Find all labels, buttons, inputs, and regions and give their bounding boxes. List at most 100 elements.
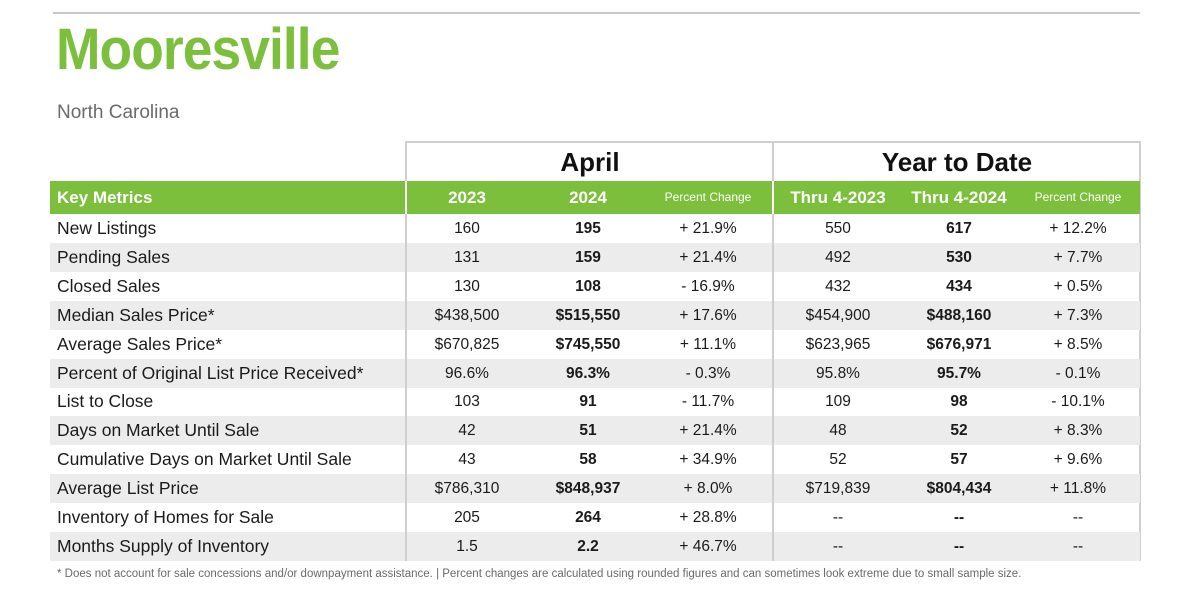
ytd-percent-change: - 10.1% [1051, 393, 1105, 411]
column-divider [405, 214, 407, 243]
april-2023-value: $786,310 [434, 480, 500, 498]
april-percent-change: + 8.0% [683, 480, 733, 498]
table-row: Cumulative Days on Market Until Sale 43 58… [50, 445, 1140, 475]
column-divider [405, 329, 407, 359]
column-divider [405, 531, 407, 561]
april-percent-change: + 21.9% [679, 220, 737, 237]
ytd-2024-value: 617 [946, 220, 972, 237]
column-divider [405, 358, 407, 388]
april-percent-change: + 11.1% [679, 335, 737, 353]
april-2024-value: 159 [575, 248, 601, 266]
april-percent-change: + 34.9% [679, 451, 737, 469]
ytd-percent-change: -- [1072, 509, 1084, 526]
metric-label: Average Sales Price* [57, 333, 223, 354]
ytd-percent-change: + 9.6% [1053, 451, 1103, 469]
metric-label: Median Sales Price* [57, 304, 215, 325]
april-2023-value: 160 [454, 220, 480, 237]
april-2024-value: $745,550 [555, 335, 621, 353]
header-ytd-2024: Thru 4-2024 [911, 188, 1007, 207]
april-2023-value: $438,500 [434, 306, 500, 324]
column-divider [772, 531, 774, 561]
april-2024-value: 58 [579, 451, 597, 469]
april-2023-value: 43 [458, 451, 476, 469]
table-header [50, 181, 1140, 214]
column-divider [405, 387, 407, 417]
metric-label: List to Close [57, 391, 154, 412]
column-divider [772, 271, 774, 301]
ytd-2023-value: -- [832, 537, 844, 555]
column-divider [772, 416, 774, 446]
column-divider [772, 387, 774, 417]
ytd-2024-value: -- [953, 537, 965, 555]
metric-label: Cumulative Days on Market Until Sale [57, 449, 352, 470]
column-divider [405, 242, 407, 272]
april-percent-change: + 28.8% [679, 509, 737, 526]
ytd-2024-value: 57 [950, 451, 968, 469]
ytd-2024-value: 52 [950, 422, 968, 440]
ytd-percent-change: + 7.3% [1053, 306, 1103, 324]
page-subtitle: North Carolina [57, 102, 180, 123]
ytd-2024-value: $676,971 [926, 335, 992, 353]
table-row: Pending Sales 131 159 + 21.4% 492 530 + 7.7% [50, 242, 1140, 272]
april-2024-value: 264 [575, 509, 601, 526]
table-row: Inventory of Homes for Sale 205 264 + 28.8%… [50, 503, 1140, 532]
april-percent-change: + 21.4% [679, 422, 737, 440]
metric-label: Pending Sales [57, 246, 170, 267]
column-divider [405, 416, 407, 446]
ytd-percent-change: - 0.1% [1055, 364, 1101, 382]
metric-label: Months Supply of Inventory [57, 535, 270, 556]
april-2023-value: $670,825 [434, 335, 500, 353]
april-percent-change: + 46.7% [679, 537, 737, 555]
header-april-2023: 2023 [448, 188, 486, 207]
ytd-2024-value: 530 [946, 248, 972, 266]
top-divider [53, 12, 1140, 14]
column-divider [772, 300, 774, 330]
column-divider [405, 474, 407, 504]
header-key-metrics: Key Metrics [57, 188, 153, 207]
column-divider [405, 445, 407, 475]
ytd-2023-value: 109 [825, 393, 851, 411]
column-divider [405, 300, 407, 330]
ytd-percent-change: + 8.3% [1053, 422, 1103, 440]
april-2024-value: $515,550 [555, 306, 621, 324]
april-2023-value: 42 [458, 422, 476, 440]
april-2024-value: 2.2 [577, 537, 599, 555]
april-2023-value: 1.5 [456, 537, 478, 555]
ytd-2024-value: $804,434 [926, 480, 992, 498]
ytd-group-title: Year to Date [881, 147, 1033, 177]
table-row: Closed Sales 130 108 - 16.9% 432 434 + 0.5% [50, 271, 1140, 301]
metric-label: Percent of Original List Price Received* [57, 362, 364, 383]
column-divider [772, 242, 774, 272]
header-divider [405, 181, 407, 214]
april-2024-value: 108 [575, 277, 601, 295]
april-percent-change: - 16.9% [681, 277, 735, 295]
table-row: List to Close 103 91 - 11.7% 109 98 - 10.1% [50, 387, 1140, 417]
column-divider [772, 329, 774, 359]
ytd-2024-value: 434 [946, 277, 972, 295]
header-april-2024: 2024 [569, 188, 607, 207]
april-2024-value: 91 [579, 393, 597, 411]
ytd-2023-value: 48 [829, 422, 847, 440]
ytd-2023-value: 432 [825, 277, 851, 295]
april-2023-value: 205 [454, 509, 480, 526]
ytd-percent-change: + 7.7% [1053, 248, 1103, 266]
header-ytd-percent-change: Percent Change [1034, 190, 1122, 204]
metric-label: Days on Market Until Sale [57, 420, 260, 441]
ytd-percent-change: -- [1072, 537, 1084, 555]
ytd-percent-change: + 0.5% [1053, 277, 1103, 295]
april-percent-change: + 21.4% [679, 248, 737, 266]
ytd-2024-value: 95.7% [937, 364, 981, 382]
ytd-percent-change: + 8.5% [1053, 335, 1103, 353]
column-divider [772, 214, 774, 243]
april-2024-value: 51 [579, 422, 597, 440]
column-divider [405, 503, 407, 532]
april-percent-change: + 17.6% [679, 306, 737, 324]
april-2023-value: 96.6% [445, 364, 489, 382]
metric-label: Average List Price [57, 478, 199, 499]
metric-label: Closed Sales [57, 275, 161, 296]
header-divider [772, 181, 774, 214]
ytd-2024-value: -- [953, 509, 965, 526]
april-2023-value: 130 [454, 277, 480, 295]
ytd-2023-value: $454,900 [805, 306, 871, 324]
metric-label: New Listings [57, 218, 157, 238]
